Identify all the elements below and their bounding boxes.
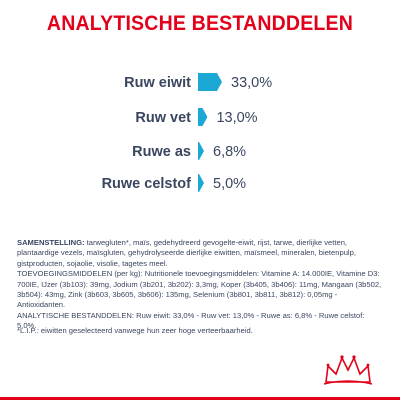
analysis-text: ANALYTISCHE BESTANDDELEN: Ruw eiwit: 33,…	[17, 310, 365, 331]
composition-heading: SAMENSTELLING:	[17, 238, 85, 247]
composition-block: SAMENSTELLING: tarwegluten*, maïs, gedeh…	[17, 238, 383, 332]
analysis-bar-chart: Ruw eiwit 33,0% Ruw vet 13,0% Ruwe as 6,8% Ruw…	[102, 73, 272, 192]
bar-value-label: 13,0%	[216, 110, 257, 126]
bar-label: Ruw eiwit	[124, 75, 191, 91]
royal-canin-crown-logo-icon	[323, 355, 373, 385]
bar	[198, 142, 204, 160]
footnote: *L.I.P.: eiwitten geselecteerd vanwege h…	[17, 326, 253, 335]
bar	[198, 174, 204, 192]
bar-label: Ruw vet	[135, 110, 191, 126]
page-title: ANALYTISCHE BESTANDDELEN	[46, 12, 354, 35]
additives-text: TOEVOEGINGSMIDDELEN (per kg): Nutritione…	[17, 269, 382, 310]
bar	[198, 73, 222, 91]
composition-text: tarwegluten*, maïs, gedehydreerd gevogel…	[17, 238, 356, 268]
bar-value-label: 5,0%	[213, 176, 246, 192]
bar	[198, 108, 208, 126]
bottom-brand-line	[0, 397, 400, 400]
bar-label: Ruwe celstof	[102, 176, 192, 192]
bar-value-label: 6,8%	[213, 144, 246, 160]
bar-value-label: 33,0%	[231, 75, 272, 91]
bar-label: Ruwe as	[132, 144, 191, 160]
